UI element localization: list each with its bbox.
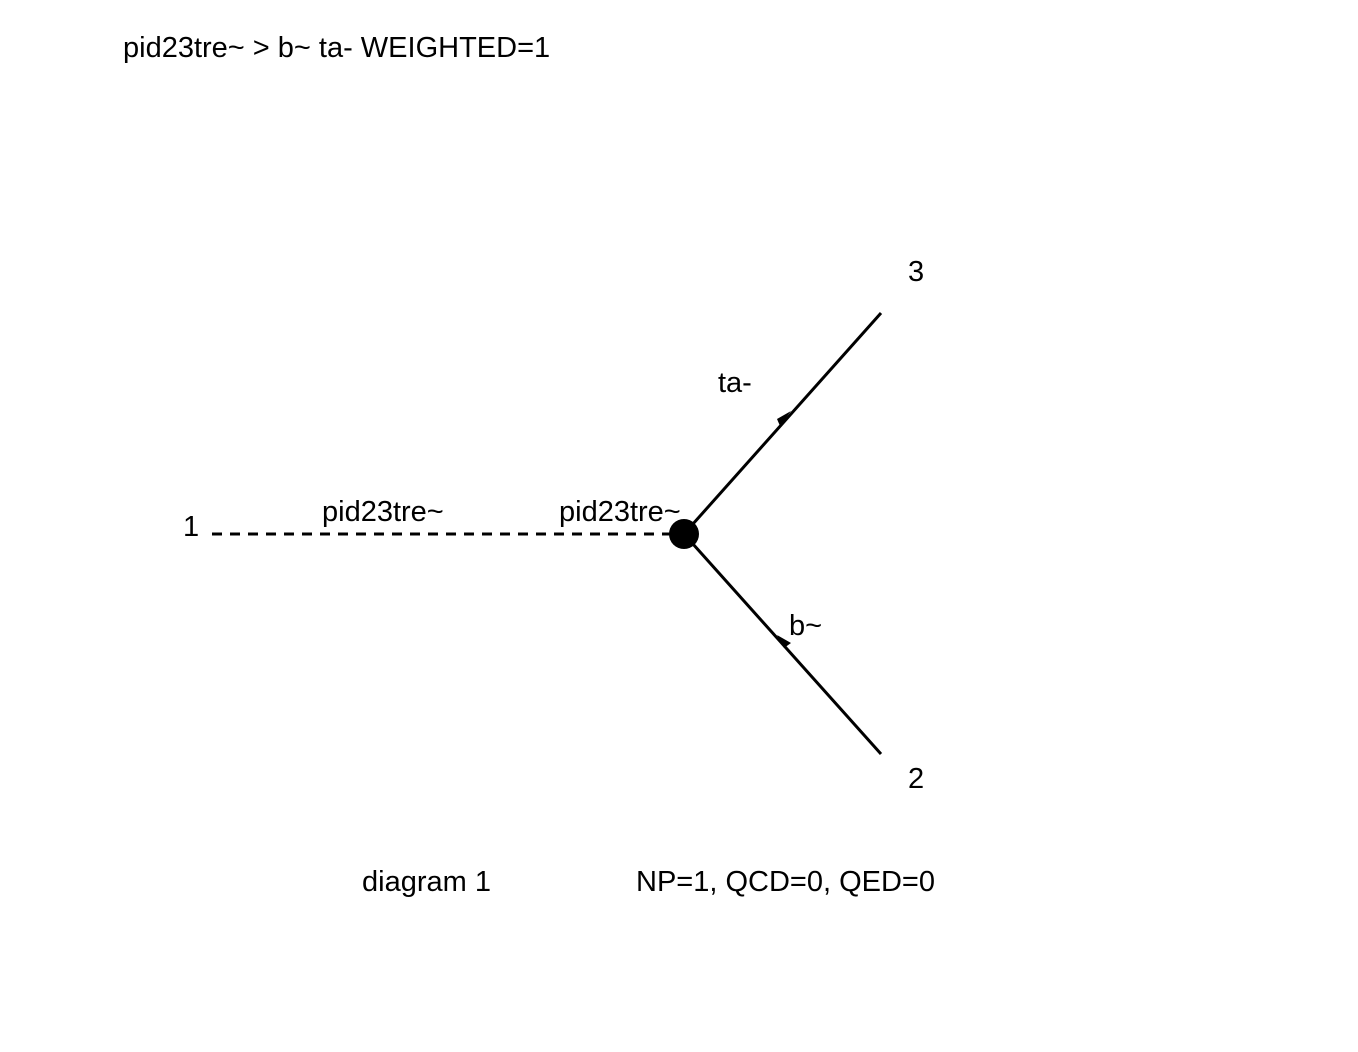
ta-label: ta- (718, 367, 752, 399)
external-leg-3-label: 3 (908, 256, 924, 288)
couplings-label: NP=1, QCD=0, QED=0 (636, 866, 935, 898)
interaction-vertex (669, 519, 699, 549)
external-leg-2-label: 2 (908, 763, 924, 795)
ta-arrow-icon (777, 411, 791, 426)
scalar-label-left: pid23tre~ (322, 496, 444, 528)
b-bar-label: b~ (789, 610, 822, 642)
scalar-label-right: pid23tre~ (559, 496, 681, 528)
diagram-number-label: diagram 1 (362, 866, 491, 898)
ta-fermion-line (682, 312, 883, 535)
process-title: pid23tre~ > b~ ta- WEIGHTED=1 (123, 32, 550, 64)
b-bar-arrow-icon (777, 635, 791, 648)
external-leg-1-label: 1 (183, 511, 199, 543)
